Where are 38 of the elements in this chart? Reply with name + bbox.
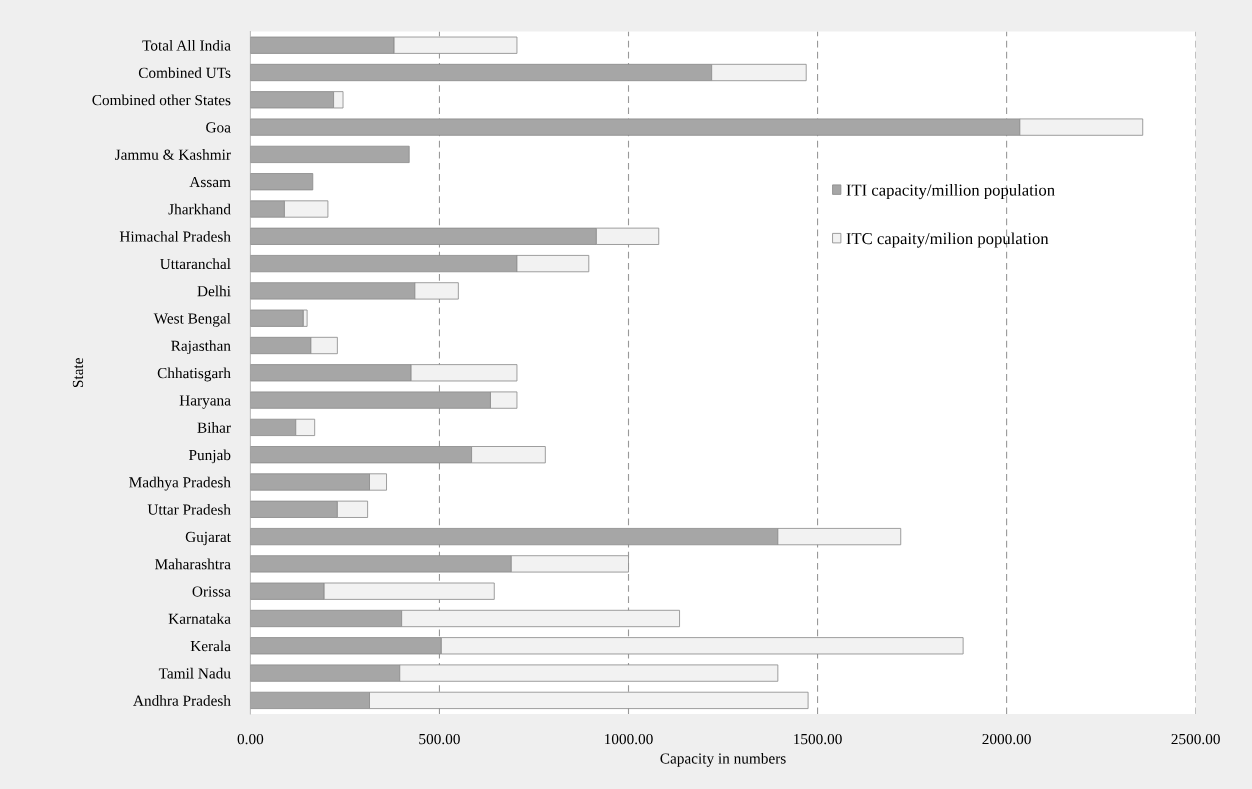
y-tick-label: Maharashtra: [155, 558, 231, 570]
y-tick-label: Jammu & Kashmir: [115, 149, 231, 160]
legend-label: ITC capaity/milion population: [846, 232, 1049, 248]
y-tick-label: Rajasthan: [171, 340, 231, 355]
y-tick-label: Assam: [189, 176, 231, 188]
y-tick-label: Madhya Pradesh: [129, 476, 231, 491]
y-tick-label: Kerala: [190, 640, 231, 652]
y-tick-label: Punjab: [188, 449, 231, 464]
y-tick-label: Jharkhand: [168, 203, 231, 215]
x-axis-title: Capacity in numbers: [660, 752, 786, 767]
x-tick-label: 0.00: [237, 733, 264, 745]
x-tick-label: 2000.00: [982, 733, 1031, 745]
x-tick-label: 2500.00: [1171, 733, 1220, 745]
y-tick-label: Andhra Pradesh: [133, 695, 231, 706]
y-axis-title: State: [72, 358, 84, 388]
y-tick-label: Tamil Nadu: [158, 667, 231, 679]
bar: [250, 173, 314, 191]
y-tick-label: Goa: [206, 122, 231, 133]
y-tick-label: Himachal Pradesh: [119, 231, 231, 242]
y-tick-label: West Bengal: [153, 312, 231, 327]
y-tick-label: Uttar Pradesh: [147, 504, 231, 515]
y-tick-label: Uttaranchal: [160, 258, 231, 270]
y-tick-label: Delhi: [197, 285, 231, 297]
y-tick-label: Chhatisgarh: [157, 367, 231, 382]
y-tick-label: Combined other States: [92, 94, 231, 106]
y-tick-label: Combined UTs: [138, 67, 231, 78]
bar: [250, 309, 304, 327]
x-tick-label: 500.00: [419, 733, 460, 745]
x-tick-label: 1500.00: [794, 733, 842, 745]
y-tick-label: Karnataka: [168, 613, 231, 624]
bar: [250, 145, 410, 164]
x-tick-label: 1000.00: [605, 733, 653, 745]
y-tick-label: Orissa: [192, 586, 231, 597]
y-tick-label: Gujarat: [185, 531, 231, 546]
y-tick-label: Bihar: [197, 422, 231, 433]
y-tick-label: Total All India: [142, 39, 231, 51]
legend-label: ITI capacity/million population: [846, 184, 1055, 200]
y-tick-label: Haryana: [179, 395, 231, 409]
